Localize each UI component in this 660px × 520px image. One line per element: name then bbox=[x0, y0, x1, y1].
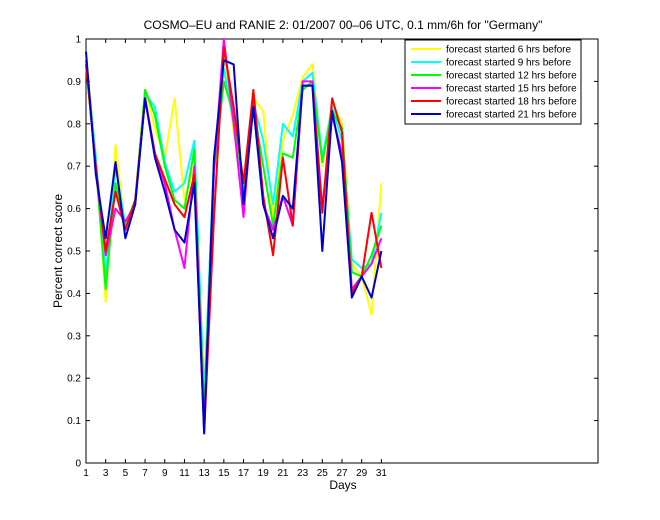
x-tick-label: 31 bbox=[376, 468, 388, 479]
series-line-4 bbox=[85, 46, 383, 435]
x-tick-label: 25 bbox=[317, 468, 329, 479]
legend-items: forecast started 6 hrs before forecast st… bbox=[411, 45, 577, 121]
y-tick-label: 0.2 bbox=[67, 374, 81, 385]
y-tick-label: 0.6 bbox=[67, 204, 81, 215]
y-axis-title: Percent correct score bbox=[51, 194, 65, 308]
x-tick-label: 17 bbox=[238, 468, 250, 479]
x-tick-label: 29 bbox=[356, 468, 368, 479]
y-tick-label: 0 bbox=[75, 459, 81, 470]
y-tick-label: 0.3 bbox=[67, 331, 81, 342]
x-tick-label: 15 bbox=[218, 468, 230, 479]
legend-label-1: forecast started 9 hrs before bbox=[446, 58, 572, 69]
x-tick-label: 19 bbox=[258, 468, 270, 479]
x-axis-title: Days bbox=[329, 478, 356, 492]
x-tick-label: 23 bbox=[297, 468, 309, 479]
y-tick-label: 1 bbox=[75, 35, 81, 46]
x-tick-label: 9 bbox=[162, 468, 168, 479]
x-tick-label: 13 bbox=[199, 468, 211, 479]
x-tick-labels: 1 3 5 7 9 11 13 15 17 19 21 23 25 27 29 31 bbox=[83, 468, 387, 479]
y-tick-label: 0.1 bbox=[67, 416, 81, 427]
legend-label-3: forecast started 15 hrs before bbox=[446, 84, 577, 95]
x-tick-label: 11 bbox=[179, 468, 190, 479]
y-tick-label: 0.9 bbox=[67, 77, 81, 88]
chart-title: COSMO–EU and RANIE 2: 01/2007 00–06 UTC,… bbox=[144, 18, 543, 32]
x-tick-label: 5 bbox=[123, 468, 129, 479]
series-line-3 bbox=[85, 38, 383, 431]
legend-label-5: forecast started 21 hrs before bbox=[446, 110, 577, 121]
y-tick-label: 0.7 bbox=[67, 162, 81, 173]
y-tick-label: 0.5 bbox=[67, 247, 81, 258]
x-tick-label: 21 bbox=[277, 468, 289, 479]
legend: forecast started 6 hrs before forecast st… bbox=[404, 39, 582, 125]
legend-label-0: forecast started 6 hrs before bbox=[446, 45, 572, 56]
legend-label-2: forecast started 12 hrs before bbox=[446, 71, 577, 82]
x-tick-label: 27 bbox=[336, 468, 348, 479]
x-tick-label: 7 bbox=[142, 468, 148, 479]
legend-label-4: forecast started 18 hrs before bbox=[446, 97, 577, 108]
series-line-5 bbox=[85, 51, 383, 435]
series-lines bbox=[85, 38, 383, 435]
y-tick-label: 0.4 bbox=[67, 289, 81, 300]
legend-box bbox=[404, 39, 582, 125]
x-tick-label: 3 bbox=[103, 468, 109, 479]
x-tick-label: 1 bbox=[83, 468, 89, 479]
y-tick-labels: 0 0.1 0.2 0.3 0.4 0.5 0.6 0.7 0.8 0.9 1 bbox=[67, 35, 81, 470]
axes-ticks bbox=[85, 38, 598, 464]
y-tick-label: 0.8 bbox=[67, 119, 81, 130]
